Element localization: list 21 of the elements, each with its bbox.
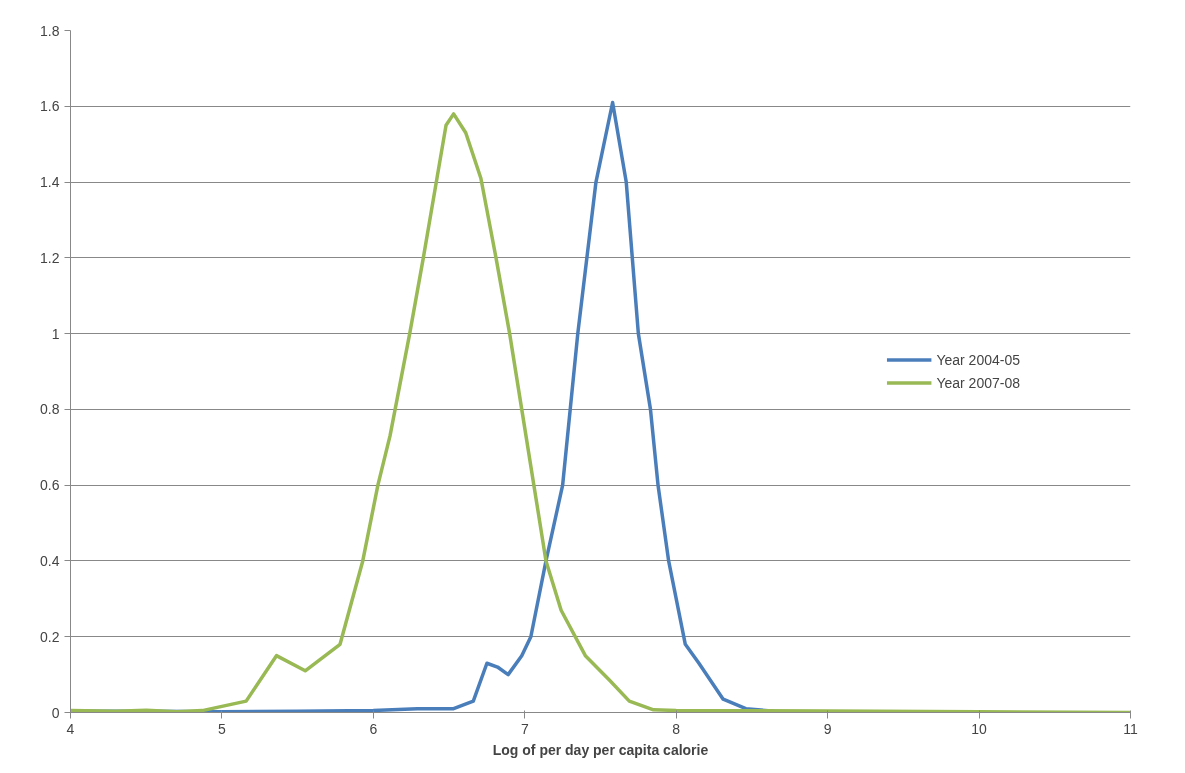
y-tick-label: 0.8 — [40, 401, 60, 418]
x-tick-label: 10 — [971, 720, 988, 737]
y-tick-label: 0.2 — [40, 628, 60, 645]
y-tick-label: 1.2 — [40, 249, 60, 266]
y-tick-label: 1 — [51, 325, 60, 342]
x-axis-title: Log of per day per capita calorie — [492, 741, 709, 758]
x-tick-label: 4 — [66, 720, 75, 737]
y-tick-label: 0 — [51, 704, 60, 721]
y-tick-label: 1.6 — [40, 98, 60, 115]
x-tick-label: 9 — [823, 720, 832, 737]
x-tick-label: 8 — [672, 720, 681, 737]
y-tick-label: 1.8 — [40, 22, 60, 39]
x-tick-label: 6 — [369, 720, 378, 737]
y-tick-label: 0.6 — [40, 477, 60, 494]
x-tick-label: 11 — [1123, 720, 1138, 737]
y-tick-label: 1.4 — [40, 174, 60, 191]
x-tick-label: 7 — [520, 720, 529, 737]
x-tick-label: 5 — [218, 720, 227, 737]
legend-label: Year 2007-08 — [936, 374, 1020, 391]
legend-label: Year 2004-05 — [936, 351, 1020, 368]
y-tick-label: 0.4 — [40, 552, 60, 569]
